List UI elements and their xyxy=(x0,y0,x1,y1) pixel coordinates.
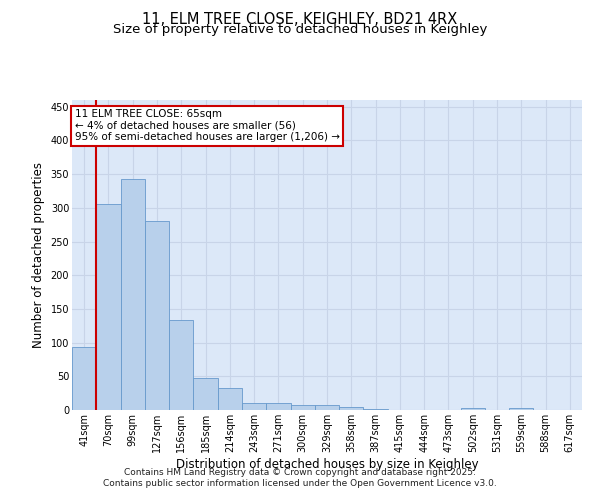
Text: Contains HM Land Registry data © Crown copyright and database right 2025.
Contai: Contains HM Land Registry data © Crown c… xyxy=(103,468,497,487)
Bar xyxy=(461,408,485,410)
Bar xyxy=(315,404,339,410)
Bar xyxy=(218,388,242,410)
Bar xyxy=(193,378,218,410)
Bar xyxy=(96,204,121,410)
Bar xyxy=(339,406,364,410)
Bar xyxy=(145,222,169,410)
Bar xyxy=(509,408,533,410)
Text: 11 ELM TREE CLOSE: 65sqm
← 4% of detached houses are smaller (56)
95% of semi-de: 11 ELM TREE CLOSE: 65sqm ← 4% of detache… xyxy=(74,110,340,142)
Bar xyxy=(266,404,290,410)
X-axis label: Distribution of detached houses by size in Keighley: Distribution of detached houses by size … xyxy=(176,458,478,470)
Y-axis label: Number of detached properties: Number of detached properties xyxy=(32,162,45,348)
Bar xyxy=(169,320,193,410)
Bar xyxy=(290,404,315,410)
Text: Size of property relative to detached houses in Keighley: Size of property relative to detached ho… xyxy=(113,22,487,36)
Bar xyxy=(364,408,388,410)
Text: 11, ELM TREE CLOSE, KEIGHLEY, BD21 4RX: 11, ELM TREE CLOSE, KEIGHLEY, BD21 4RX xyxy=(142,12,458,28)
Bar xyxy=(242,404,266,410)
Bar xyxy=(121,179,145,410)
Bar xyxy=(72,348,96,410)
